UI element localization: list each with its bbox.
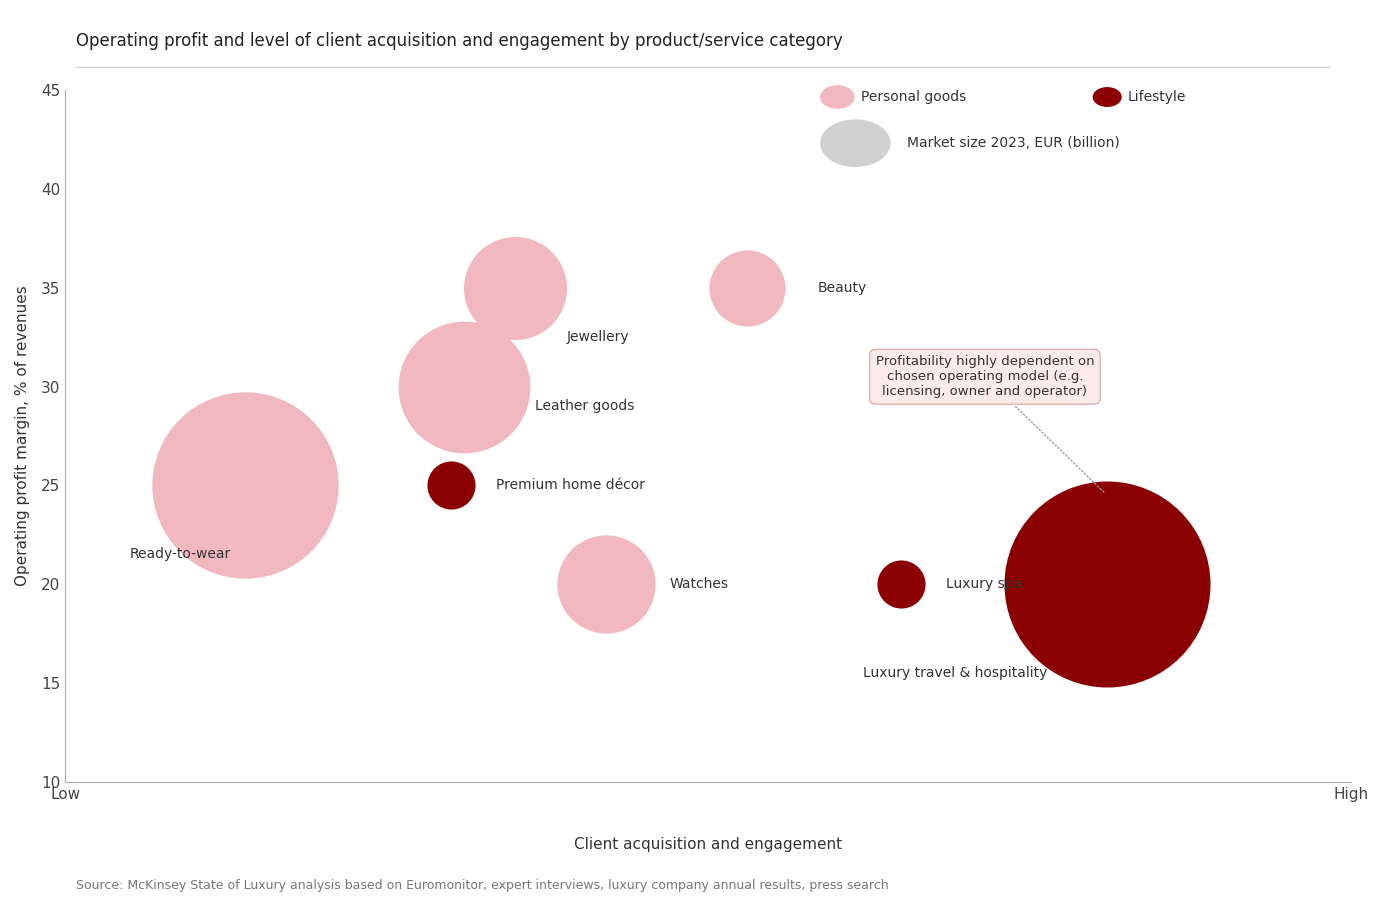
Point [1096,577,1118,591]
Text: Lifestyle: Lifestyle [1128,90,1186,104]
Text: Profitability highly dependent on
chosen operating model (e.g.
licensing, owner : Profitability highly dependent on chosen… [876,355,1104,493]
Text: Luxury spa: Luxury spa [947,578,1023,591]
Text: Market size 2023, EUR (billion): Market size 2023, EUR (billion) [907,136,1120,151]
Text: Beauty: Beauty [818,281,866,295]
Point [504,281,526,296]
Point [890,577,912,591]
Text: Premium home décor: Premium home décor [497,479,645,492]
Text: Client acquisition and engagement: Client acquisition and engagement [574,837,843,852]
Text: Operating profit and level of client acquisition and engagement by product/servi: Operating profit and level of client acq… [76,32,843,50]
Point [440,478,462,492]
Y-axis label: Operating profit margin, % of revenues: Operating profit margin, % of revenues [15,286,30,587]
Point [234,478,256,492]
Text: Luxury travel & hospitality: Luxury travel & hospitality [862,666,1048,680]
Text: Personal goods: Personal goods [861,90,966,104]
Point [736,281,758,296]
Point [595,577,617,591]
Text: Ready-to-wear: Ready-to-wear [130,548,231,562]
Point [453,379,475,394]
Text: Jewellery: Jewellery [567,330,630,345]
Text: Watches: Watches [670,578,729,591]
Text: Source: McKinsey State of Luxury analysis based on Euromonitor, expert interview: Source: McKinsey State of Luxury analysi… [76,879,889,892]
Text: Leather goods: Leather goods [534,399,634,413]
